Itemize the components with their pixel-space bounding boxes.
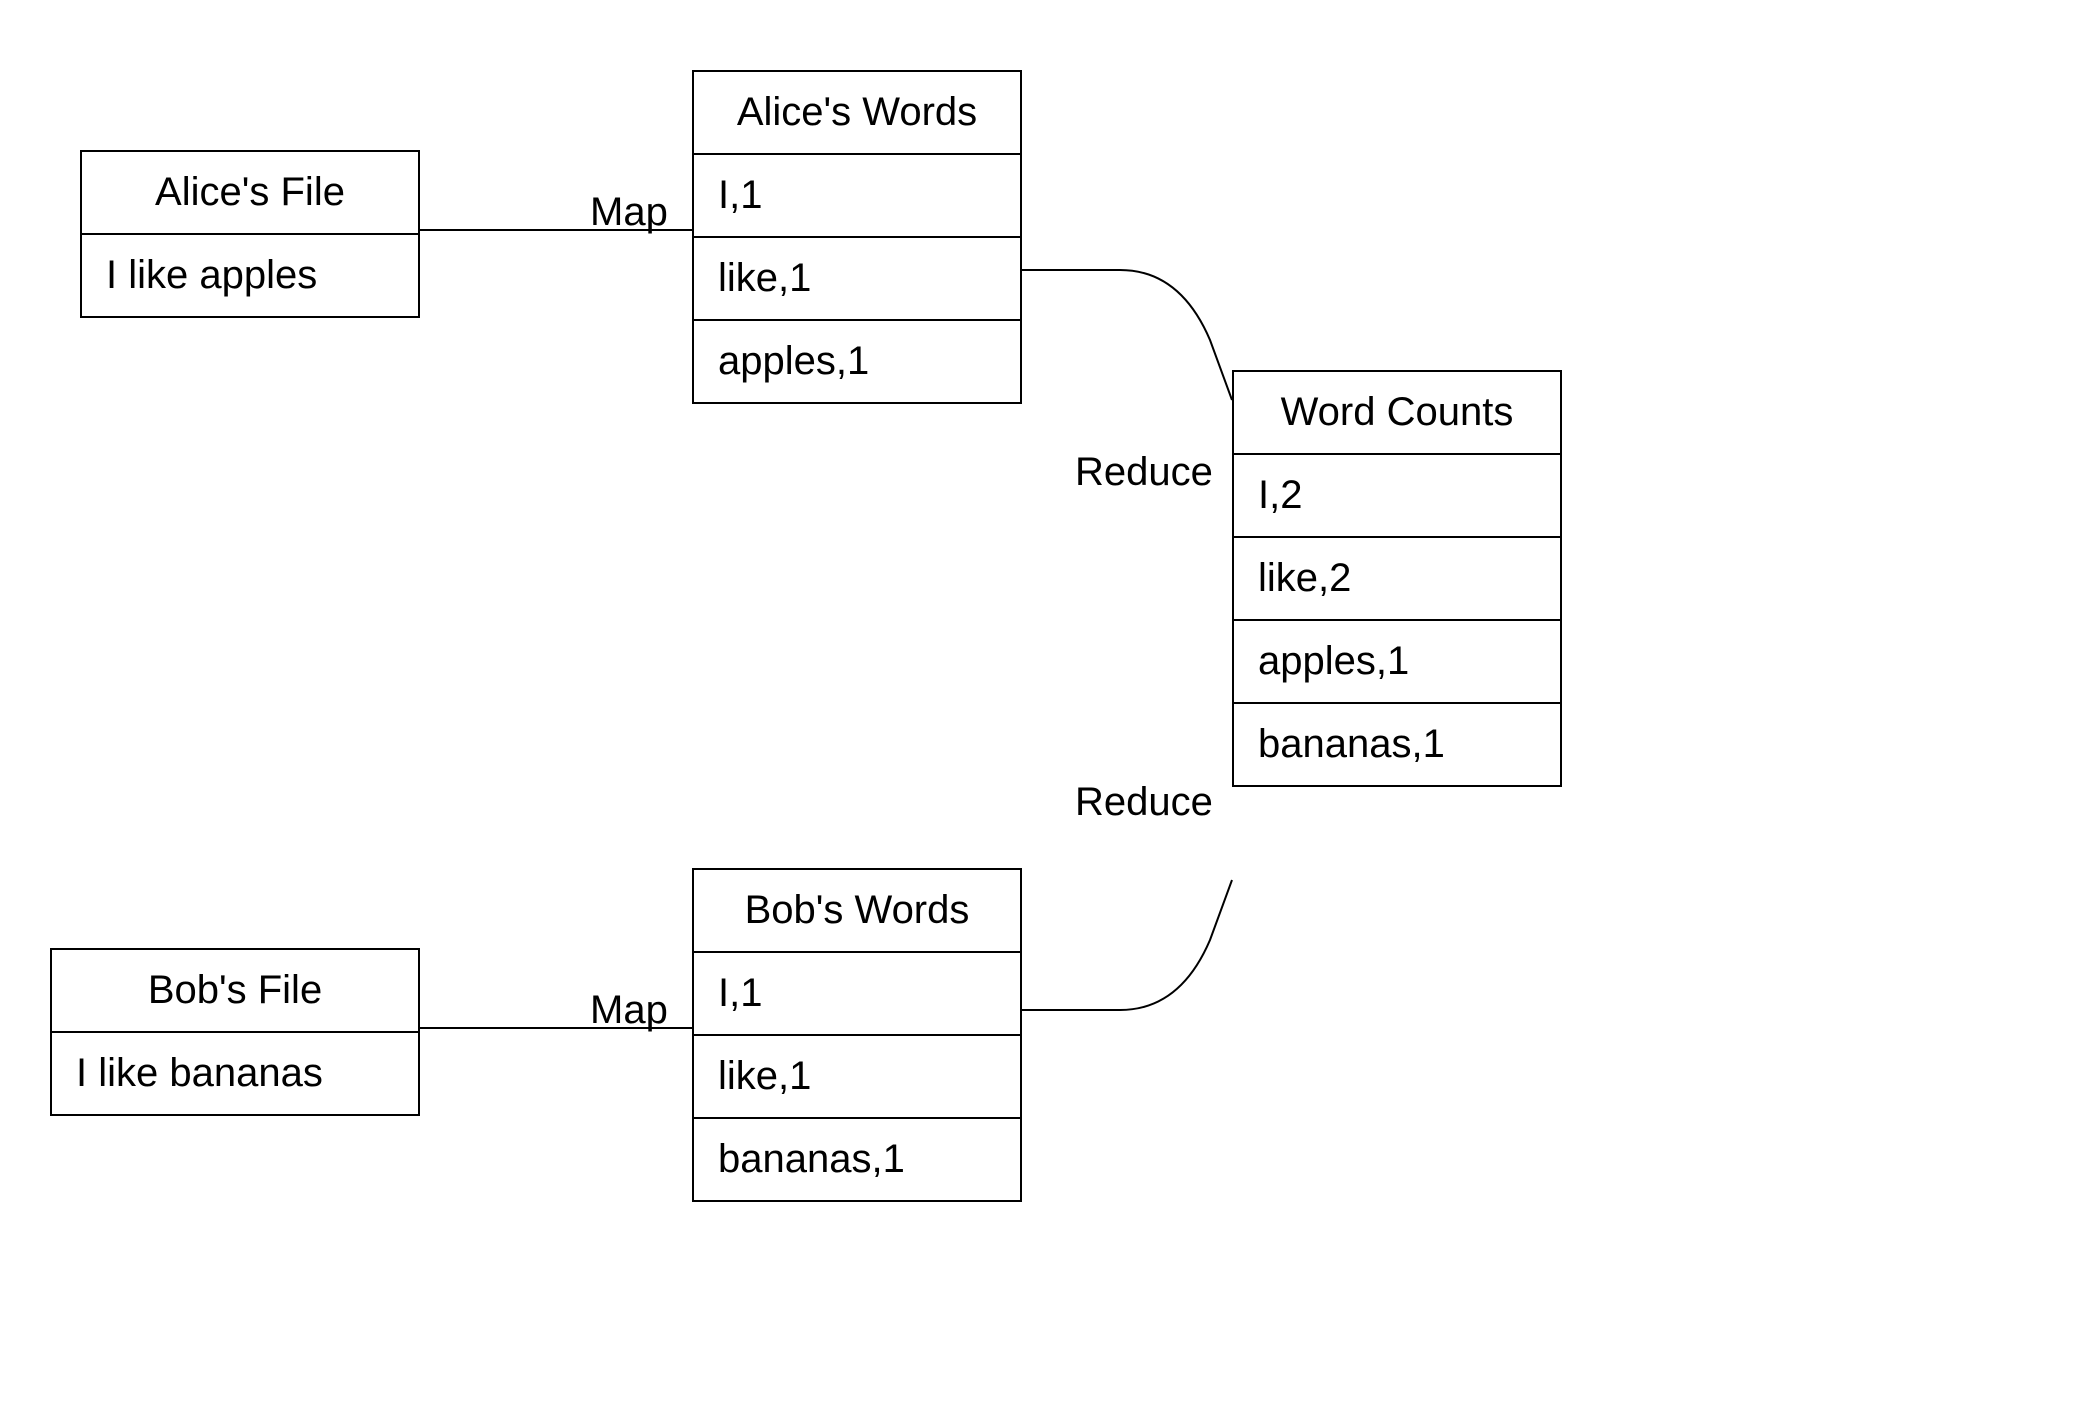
bob-file-row: I like bananas (52, 1033, 418, 1114)
alice-file-row: I like apples (82, 235, 418, 316)
bob-words-row: like,1 (694, 1034, 1020, 1117)
reduce-label-bob: Reduce (1075, 780, 1213, 825)
word-counts-row: like,2 (1234, 536, 1560, 619)
alice-words-row: I,1 (694, 155, 1020, 236)
bob-words-title: Bob's Words (694, 870, 1020, 953)
map-label-alice: Map (590, 190, 668, 235)
reduce-label-alice: Reduce (1075, 450, 1213, 495)
bob-words-box: Bob's Words I,1 like,1 bananas,1 (692, 868, 1022, 1202)
map-label-bob: Map (590, 988, 668, 1033)
alice-file-title: Alice's File (82, 152, 418, 235)
edge-alice-reduce (1022, 270, 1232, 400)
word-counts-box: Word Counts I,2 like,2 apples,1 bananas,… (1232, 370, 1562, 787)
bob-words-row: bananas,1 (694, 1117, 1020, 1200)
alice-words-row: apples,1 (694, 319, 1020, 402)
edge-bob-reduce (1022, 880, 1232, 1010)
word-counts-title: Word Counts (1234, 372, 1560, 455)
word-counts-row: I,2 (1234, 455, 1560, 536)
alice-words-row: like,1 (694, 236, 1020, 319)
alice-words-title: Alice's Words (694, 72, 1020, 155)
word-counts-row: bananas,1 (1234, 702, 1560, 785)
bob-words-row: I,1 (694, 953, 1020, 1034)
bob-file-box: Bob's File I like bananas (50, 948, 420, 1116)
word-counts-row: apples,1 (1234, 619, 1560, 702)
alice-file-box: Alice's File I like apples (80, 150, 420, 318)
bob-file-title: Bob's File (52, 950, 418, 1033)
alice-words-box: Alice's Words I,1 like,1 apples,1 (692, 70, 1022, 404)
